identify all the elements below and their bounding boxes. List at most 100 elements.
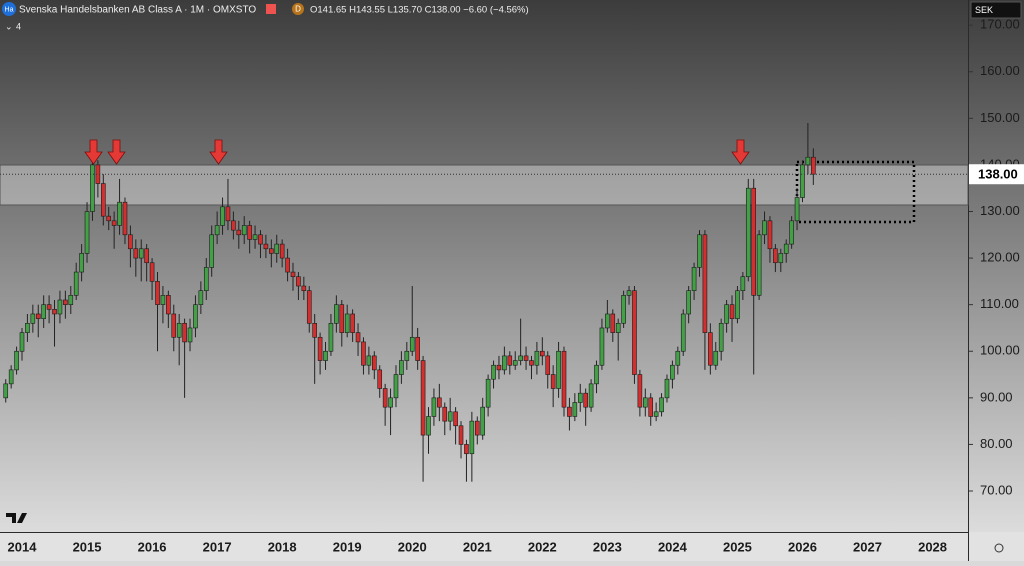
candle-body (399, 360, 404, 375)
candle-body (279, 243, 285, 259)
candle-body (35, 313, 41, 319)
down-arrow[interactable] (731, 139, 750, 165)
candles (3, 122, 816, 482)
down-arrow[interactable] (107, 139, 126, 165)
candle-body (155, 281, 160, 305)
candle-body (220, 206, 225, 226)
x-tick-label: 2024 (658, 539, 688, 554)
candle-body (675, 350, 681, 366)
candle-body (241, 225, 247, 236)
last-price-label: 138.00 (978, 167, 1018, 182)
candle-body (404, 350, 410, 361)
candle-body (25, 322, 30, 333)
x-tick-label: 2019 (333, 539, 362, 554)
candle-body (642, 397, 648, 408)
candle-body (323, 350, 328, 361)
x-tick-label: 2015 (73, 539, 102, 554)
candle-body (415, 336, 420, 361)
candle-body (664, 378, 670, 399)
candle-body (659, 397, 664, 413)
candle-body (52, 309, 57, 315)
y-tick-label: 120.00 (980, 250, 1020, 265)
resistance-zone[interactable] (0, 164, 969, 206)
candle-body (621, 295, 626, 324)
candle-body (269, 248, 274, 254)
candle-body (14, 350, 19, 371)
candle-body (653, 411, 659, 417)
candle-body (773, 248, 778, 264)
candle-body (160, 295, 166, 305)
candle-body (371, 355, 377, 371)
candle-body (285, 257, 290, 273)
candle-body (231, 220, 236, 231)
candle-body (111, 220, 117, 226)
candle-body (561, 350, 567, 408)
candle-body (339, 304, 345, 333)
candle-body (735, 290, 740, 319)
candle-body (605, 313, 610, 329)
tv-logo[interactable] (6, 513, 27, 523)
y-tick-label: 150.00 (980, 110, 1020, 125)
candle-body (236, 229, 242, 236)
candle-body (496, 364, 502, 371)
candle-body (437, 397, 442, 408)
down-arrow[interactable] (209, 139, 228, 165)
candle-body (745, 187, 751, 278)
y-tick-label: 170.00 (980, 17, 1020, 32)
indicator-count[interactable]: 4 (16, 21, 21, 31)
candle-body (290, 271, 296, 278)
candle-body (447, 411, 453, 422)
flag-icon[interactable] (266, 4, 276, 14)
candle-body (388, 397, 393, 408)
settings-icon[interactable] (994, 543, 1004, 553)
candle-body (767, 220, 773, 250)
candle-body (334, 304, 339, 324)
y-tick-label: 80.00 (980, 436, 1013, 451)
candle-body (491, 364, 496, 380)
x-tick-label: 2025 (723, 539, 752, 554)
candle-body (350, 313, 355, 333)
projection-box[interactable] (795, 160, 916, 224)
candle-body (296, 276, 301, 287)
candle-body (252, 234, 258, 240)
candle-body (480, 406, 486, 436)
candle-body (599, 327, 605, 366)
x-tick-label: 2017 (203, 539, 232, 554)
candle-body (800, 164, 805, 198)
candle-body (713, 350, 719, 366)
x-tick-label: 2028 (918, 539, 947, 554)
candle-body (550, 374, 556, 389)
badge[interactable] (292, 3, 304, 15)
candle-body (686, 290, 691, 315)
down-arrow[interactable] (84, 139, 103, 165)
candle-body (90, 164, 95, 212)
candle-body (101, 183, 106, 217)
candle-body (453, 411, 458, 427)
candle-body (355, 332, 361, 343)
candle-body (431, 397, 437, 417)
x-tick-label: 2026 (788, 539, 817, 554)
candle-body (128, 234, 133, 250)
candle-body (198, 290, 204, 305)
candle-body (203, 267, 209, 291)
symbol-title[interactable]: Svenska Handelsbanken AB Class A · 1M · … (19, 5, 256, 16)
candle-body (138, 248, 144, 259)
candle-body (572, 402, 578, 417)
candle-body (708, 332, 713, 366)
candle-body (697, 234, 702, 268)
indicator-toggle[interactable]: ⌄ (5, 21, 13, 31)
candle-body (63, 299, 68, 305)
candle-body (106, 215, 112, 222)
candle-body (344, 313, 350, 333)
candle-body (317, 336, 323, 361)
candle-body (133, 248, 139, 259)
candle-body (778, 253, 784, 264)
candle-body (502, 355, 507, 371)
symbol-logo[interactable] (2, 2, 16, 16)
candle-body (512, 360, 518, 366)
candle-body (442, 406, 448, 422)
candle-body (626, 290, 632, 296)
currency-box[interactable] (970, 1, 1022, 19)
candle-body (805, 156, 811, 166)
